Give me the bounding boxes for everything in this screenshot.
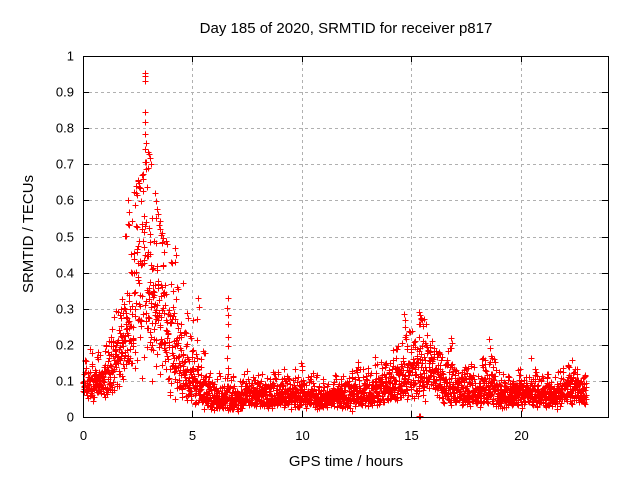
- x-tick-label: 0: [80, 428, 87, 443]
- x-tick-label: 5: [189, 428, 196, 443]
- scatter-markers: [80, 70, 590, 420]
- y-tick-label: 0: [67, 410, 74, 425]
- y-tick-label: 0.1: [56, 374, 74, 389]
- data-points: [80, 70, 590, 420]
- grid-lines: [83, 56, 608, 417]
- y-tick-label: 0.7: [56, 157, 74, 172]
- x-axis-label: GPS time / hours: [289, 453, 403, 470]
- x-tick-label: 10: [295, 428, 309, 443]
- y-tick-label: 0.9: [56, 85, 74, 100]
- x-tick-label: 15: [404, 428, 418, 443]
- tick-labels: 0 5 10 15 20 0 0.1 0.2 0.3 0.4 0.5 0.6 0.7 0.8 0.9 1: [56, 49, 529, 444]
- y-axis-label: SRMTID / TECUs: [20, 175, 37, 293]
- y-tick-label: 0.2: [56, 338, 74, 353]
- y-tick-label: 0.6: [56, 193, 74, 208]
- y-tick-label: 0.5: [56, 230, 74, 245]
- y-tick-label: 0.4: [56, 266, 74, 281]
- x-tick-label: 20: [514, 428, 528, 443]
- y-tick-label: 0.3: [56, 302, 74, 317]
- y-tick-label: 0.8: [56, 121, 74, 136]
- chart-title: Day 185 of 2020, SRMTID for receiver p81…: [200, 20, 493, 37]
- y-tick-label: 1: [67, 49, 74, 64]
- plot-border: [83, 56, 609, 418]
